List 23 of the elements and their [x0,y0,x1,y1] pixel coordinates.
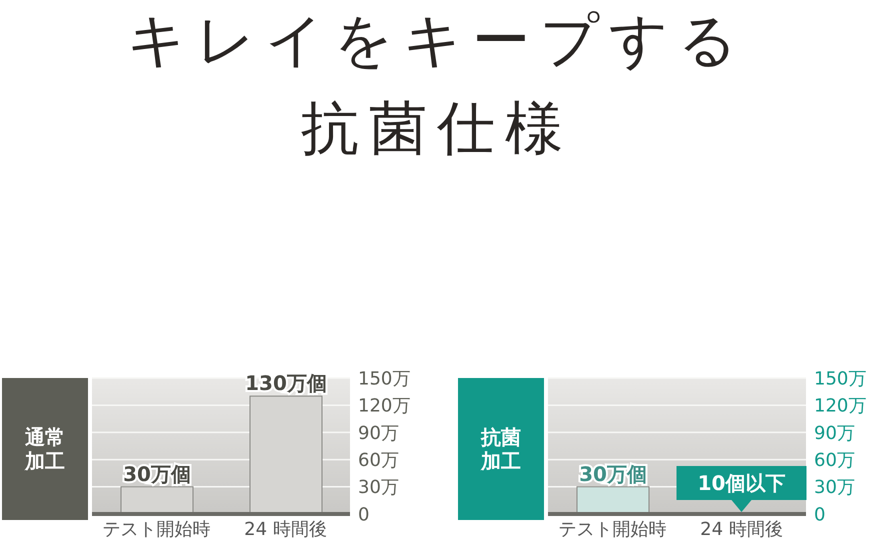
y-tick-label: 0 [358,504,370,526]
y-tick-label: 90万 [814,422,855,444]
y-tick-label: 60万 [358,450,399,471]
data-label: 30万個 [123,462,191,486]
y-tick-label: 60万 [814,450,855,471]
y-tick-label: 30万 [814,477,855,498]
x-tick-label: 24 時間後 [700,518,783,540]
y-axis-title: 通常加工 [24,425,66,473]
y-tick-label: 120万 [358,396,410,417]
annotation: 10個以下 [698,471,786,495]
data-label: 30万個 [579,462,647,486]
y-tick-label: 150万 [814,368,866,390]
y-tick-label: 0 [814,504,826,526]
x-tick-label: テスト開始時 [102,518,210,540]
y-tick-label: 30万 [358,477,399,498]
x-tick-label: 24 時間後 [244,518,327,540]
data-label: 130万個 [245,371,327,396]
y-axis-title: 抗菌加工 [480,425,522,473]
y-tick-label: 150万 [358,368,410,390]
y-tick-label: 90万 [358,422,399,444]
x-tick-label: テスト開始時 [558,518,666,540]
chart-title: キレイをキープする抗菌仕様 [126,5,748,164]
y-tick-label: 120万 [814,396,866,417]
